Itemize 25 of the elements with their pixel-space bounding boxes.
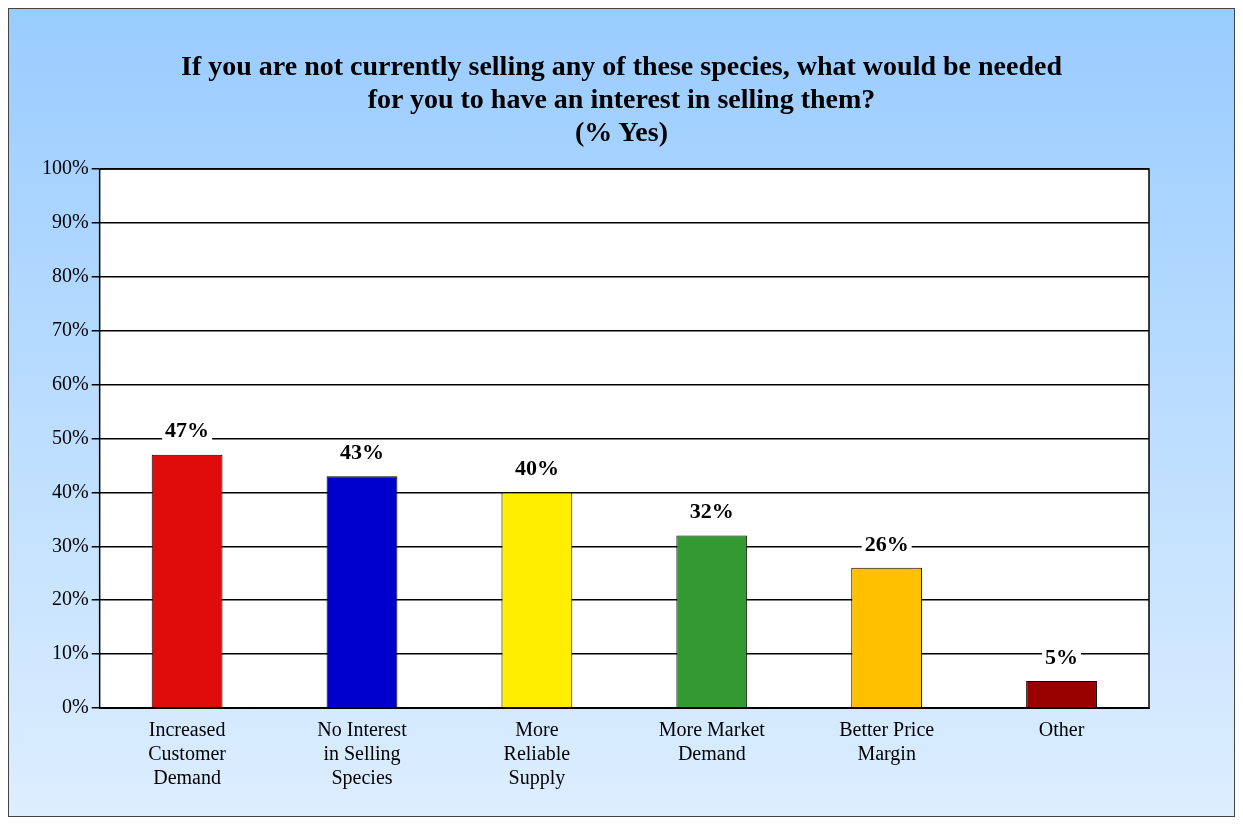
y-tick-label: 40%: [51, 479, 89, 502]
y-tick-label: 80%: [51, 264, 89, 287]
y-tick-label: 10%: [51, 641, 89, 664]
chart-subtitle: (% Yes): [573, 115, 670, 148]
data-label: 32%: [689, 498, 734, 524]
data-label: 26%: [864, 530, 909, 556]
x-tick-label: More Market Demand: [658, 718, 766, 765]
y-tick-label: 70%: [51, 317, 89, 340]
y-tick-label: 50%: [51, 425, 89, 448]
chart-title: If you are not currently selling any of these species, what would be needed for you to have an interest in selling them?: [180, 49, 1063, 115]
data-label: 43%: [340, 438, 384, 464]
data-label: 47%: [165, 417, 210, 443]
y-tick-label: 30%: [51, 533, 89, 556]
x-tick-label: Increased Customer Demand: [148, 718, 227, 789]
x-tick-label: More Reliable Supply: [503, 718, 571, 790]
y-tick-label: 90%: [51, 210, 89, 233]
y-tick-label: 0%: [61, 695, 89, 718]
x-tick-label: Better Price Margin: [839, 718, 935, 766]
x-tick-label: No Interest in Selling Species: [317, 718, 408, 790]
y-tick-label: 20%: [51, 587, 89, 610]
data-label: 5%: [1045, 643, 1079, 669]
y-tick-label: 60%: [51, 371, 89, 394]
x-tick-label: Other: [1038, 718, 1085, 741]
y-tick-label: 100%: [41, 156, 89, 179]
data-label: 40%: [514, 455, 559, 481]
